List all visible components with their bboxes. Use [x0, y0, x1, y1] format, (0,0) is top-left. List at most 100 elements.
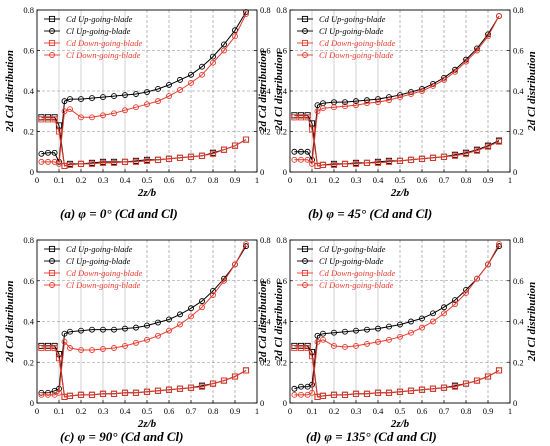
- data-point: [188, 71, 194, 78]
- series-0: [291, 112, 503, 169]
- x-tick-label: 0.8: [208, 406, 219, 416]
- data-point: [484, 373, 492, 380]
- data-point: [210, 53, 216, 60]
- data-point: [110, 159, 118, 166]
- data-point: [364, 340, 370, 347]
- data-point: [67, 96, 73, 103]
- x-tick-label: 0.5: [395, 406, 406, 416]
- data-point: [451, 152, 459, 159]
- data-point: [177, 76, 183, 83]
- series-line: [294, 243, 500, 396]
- data-point: [122, 107, 128, 114]
- data-point: [452, 301, 458, 308]
- y-right-tick-label: 0.2: [513, 357, 524, 367]
- series-1: [38, 243, 249, 396]
- data-point: [396, 388, 404, 395]
- y-tick-label: 0: [30, 398, 34, 408]
- data-point: [99, 159, 107, 166]
- data-point: [38, 344, 45, 352]
- data-point: [154, 156, 162, 163]
- y-tick-label: 0.8: [276, 235, 287, 245]
- data-point: [88, 391, 96, 398]
- data-point: [221, 277, 227, 284]
- data-point: [320, 105, 326, 112]
- data-point: [122, 343, 128, 349]
- data-point: [122, 325, 128, 332]
- data-point: [61, 338, 68, 345]
- data-point: [56, 389, 62, 396]
- data-point: [56, 160, 62, 167]
- data-point: [144, 89, 150, 95]
- data-point: [353, 98, 359, 105]
- y-axis-label-left: 2d Cd distribution: [257, 50, 269, 133]
- series-2: [291, 114, 503, 169]
- x-tick-label: 0.1: [307, 406, 318, 416]
- data-point: [407, 156, 415, 163]
- data-point: [418, 386, 426, 393]
- data-point: [67, 328, 73, 335]
- data-point: [496, 241, 502, 248]
- legend-label: Cl Up-going-blade: [66, 256, 131, 266]
- series-3: [291, 13, 502, 167]
- data-point: [308, 353, 316, 360]
- data-point: [418, 155, 426, 162]
- data-point: [314, 332, 321, 339]
- data-point: [209, 380, 217, 387]
- data-point: [78, 96, 84, 103]
- legend-label: Cl Down-going-blade: [319, 280, 394, 290]
- legend-marker: [48, 15, 56, 23]
- y-right-tick-label: 0.8: [260, 5, 271, 15]
- data-point: [55, 128, 63, 135]
- data-point: [419, 315, 425, 322]
- data-point: [352, 390, 360, 397]
- data-point: [165, 386, 173, 393]
- data-point: [100, 326, 106, 333]
- data-point: [188, 305, 194, 312]
- x-axis-label: 2z/b: [390, 187, 410, 199]
- y-right-tick-label: 0.4: [260, 86, 271, 96]
- data-point: [66, 161, 74, 168]
- data-point: [122, 92, 128, 99]
- data-point: [221, 47, 227, 54]
- data-point: [297, 114, 305, 121]
- data-point: [110, 390, 118, 397]
- data-point: [67, 106, 73, 113]
- data-point: [304, 114, 311, 121]
- legend-marker: [49, 282, 55, 288]
- data-point: [44, 344, 52, 352]
- data-point: [291, 391, 298, 398]
- x-tick-label: 0.2: [329, 406, 340, 416]
- y-axis-label-right: 2d Cl distribution: [526, 282, 538, 362]
- data-point: [430, 82, 436, 89]
- legend-label: Cd Up-going-blade: [66, 244, 133, 254]
- data-point: [166, 81, 172, 88]
- x-tick-label: 0.3: [98, 175, 109, 185]
- x-tick-label: 0.1: [54, 175, 65, 185]
- x-tick-label: 0.3: [98, 406, 109, 416]
- legend-marker: [48, 245, 56, 253]
- data-point: [89, 326, 95, 333]
- data-point: [198, 152, 206, 159]
- data-point: [363, 390, 371, 397]
- x-tick-label: 0.3: [351, 175, 362, 185]
- x-tick-label: 0.9: [483, 175, 494, 185]
- y-right-tick-label: 0: [513, 167, 517, 177]
- y-tick-label: 0.2: [23, 127, 34, 137]
- data-point: [320, 336, 326, 343]
- series-0: [291, 342, 503, 400]
- legend: Cd Up-going-blade Cl Up-going-blade Cd Dow…: [297, 244, 395, 290]
- x-tick-label: 0.7: [186, 406, 197, 416]
- data-point: [232, 33, 238, 40]
- data-point: [473, 377, 481, 384]
- data-point: [298, 391, 304, 398]
- legend: Cd Up-going-blade Cl Up-going-blade Cd Dow…: [44, 14, 142, 60]
- data-point: [243, 243, 249, 250]
- y-tick-label: 0.6: [23, 46, 34, 56]
- x-tick-label: 0.9: [230, 406, 241, 416]
- legend-label: Cd Down-going-blade: [319, 38, 395, 48]
- data-point: [397, 321, 403, 328]
- x-tick-label: 0.7: [439, 175, 450, 185]
- data-point: [51, 344, 58, 352]
- data-point: [298, 156, 304, 163]
